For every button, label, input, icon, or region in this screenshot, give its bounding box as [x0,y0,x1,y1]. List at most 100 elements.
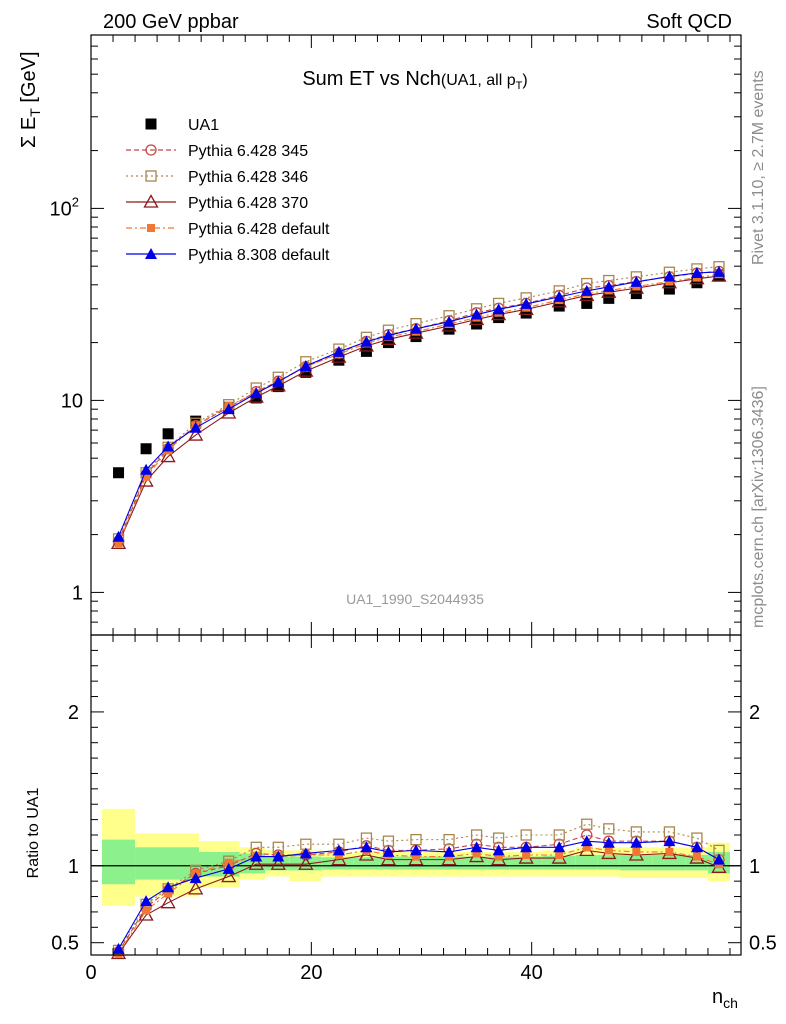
point-p8def-9 [360,335,373,347]
xtick-label-0: 0 [85,962,96,984]
point-p8def-4 [222,403,235,415]
legend: UA1 Pythia 6.428 345 Pythia 6.428 346 Pythi… [126,117,330,264]
point-p6def-18 [604,846,613,855]
ratio-panel: 0.5 0.51 12 20 20 40 Ratio to UA1 nch [25,634,777,1011]
point-p8def-9 [360,841,373,853]
point-ua1-12 [443,323,455,335]
xtick-label-2: 40 [521,962,543,984]
band-inner-16 [597,855,620,870]
point-ua1-11 [410,331,422,343]
point-p370-6 [270,856,286,870]
point-p8def-20 [663,835,676,847]
point-p370-2 [160,894,176,909]
rivet-version-text: Rivet 3.1.10, ≥ 2.7M events [750,70,767,265]
point-p370-4 [221,868,237,883]
series-p6def [114,270,723,548]
point-ua1-17 [581,297,593,309]
point-p8def-18 [602,836,615,848]
point-p8def-13 [470,308,483,320]
chart-title-sub-close: ) [522,72,527,89]
ratio-ytick-label-right-2: 2 [749,702,760,724]
point-p8def-22 [712,265,725,277]
point-p8def-15 [520,297,533,309]
header-left: 200 GeV ppbar [103,11,239,33]
x-label-main: n [712,986,723,1008]
point-p8def-11 [410,844,422,856]
ratio-axes: 0.5 0.51 12 20 20 40 [51,634,777,984]
legend-entry-p345: Pythia 6.428 345 [126,143,308,160]
legend-entry-p6def: Pythia 6.428 default [126,221,330,238]
series-p8def [112,265,725,542]
point-p8def-8 [332,844,345,856]
point-p6def-2 [164,889,173,898]
ratio-ytick-label-left-0: 0.5 [51,933,79,955]
main-ytick-label-10: 10 [61,390,83,412]
series-ua1 [113,269,725,479]
point-p346-13 [470,829,483,841]
point-p8def-17 [580,284,593,296]
main-y-axis-label: Σ ET [GeV] [18,51,43,148]
band-inner-0 [102,839,136,885]
point-p8def-12 [443,315,456,327]
point-p8def-12 [443,845,456,857]
point-p8def-17 [580,835,593,847]
x-label-sub: ch [723,995,738,1011]
point-ua1-16 [553,300,565,312]
point-p8def-11 [410,322,422,334]
point-p346-12 [443,833,455,846]
legend-entry-p370: Pythia 6.428 370 [126,194,308,212]
point-p8def-10 [382,329,395,341]
point-p346-14 [492,832,505,844]
point-p6def-0 [114,539,123,548]
tick-exponent: 2 [72,194,79,209]
ratio-series-group [110,818,727,960]
point-p8def-6 [272,375,285,387]
legend-label-p346: Pythia 6.428 346 [188,169,308,186]
point-p8def-14 [492,844,505,856]
header-right: Soft QCD [646,11,732,33]
point-ua1-18 [603,292,615,304]
point-ua1-8 [333,354,345,366]
point-p6def-16 [555,851,564,859]
point-ua1-20 [663,283,675,295]
band-inner-5 [289,856,322,871]
legend-label-p370: Pythia 6.428 370 [188,195,308,212]
point-p8def-5 [250,387,263,399]
point-p6def-1 [142,906,151,915]
ratio-ytick-label-right-1: 1 [749,856,760,878]
point-p8def-19 [630,275,643,287]
band-inner-1 [135,847,199,880]
point-p8def-16 [553,841,566,853]
point-p8def-19 [630,836,643,848]
point-p370-3 [188,881,204,895]
point-p370-7 [298,856,314,870]
point-p8def-4 [222,862,235,874]
point-p6def-1 [142,472,151,481]
series-line-p8def [118,271,719,537]
point-ua1-0 [113,467,125,479]
point-p8def-0 [112,530,125,542]
point-p8def-7 [299,847,312,859]
legend-entry-p8def: Pythia 8.308 default [126,247,330,264]
point-p6def-15 [522,851,531,859]
main-ytick-label-100: 102 [50,194,79,220]
point-p6def-20 [665,847,674,856]
ratio-ytick-label-left-2: 2 [68,702,79,724]
legend-entry-p346: Pythia 6.428 346 [126,169,308,186]
chart-title-sub-subscript: T [516,80,523,92]
point-p8def-16 [553,290,566,302]
legend-marker-p346 [145,170,157,182]
main-ytick-label-1: 1 [72,582,83,604]
point-p8def-21 [690,266,703,278]
point-p8def-15 [520,841,533,853]
series-p346 [112,261,725,545]
point-p8def-22 [712,853,725,865]
point-p8def-20 [663,270,676,282]
point-p6def-14 [494,852,503,861]
band-inner-11 [465,856,488,870]
chart-title-sub: (UA1, all p [441,72,516,89]
point-ua1-1 [140,443,152,455]
point-p8def-8 [332,345,345,357]
point-p370-3 [188,427,204,441]
band-inner-15 [575,855,598,870]
